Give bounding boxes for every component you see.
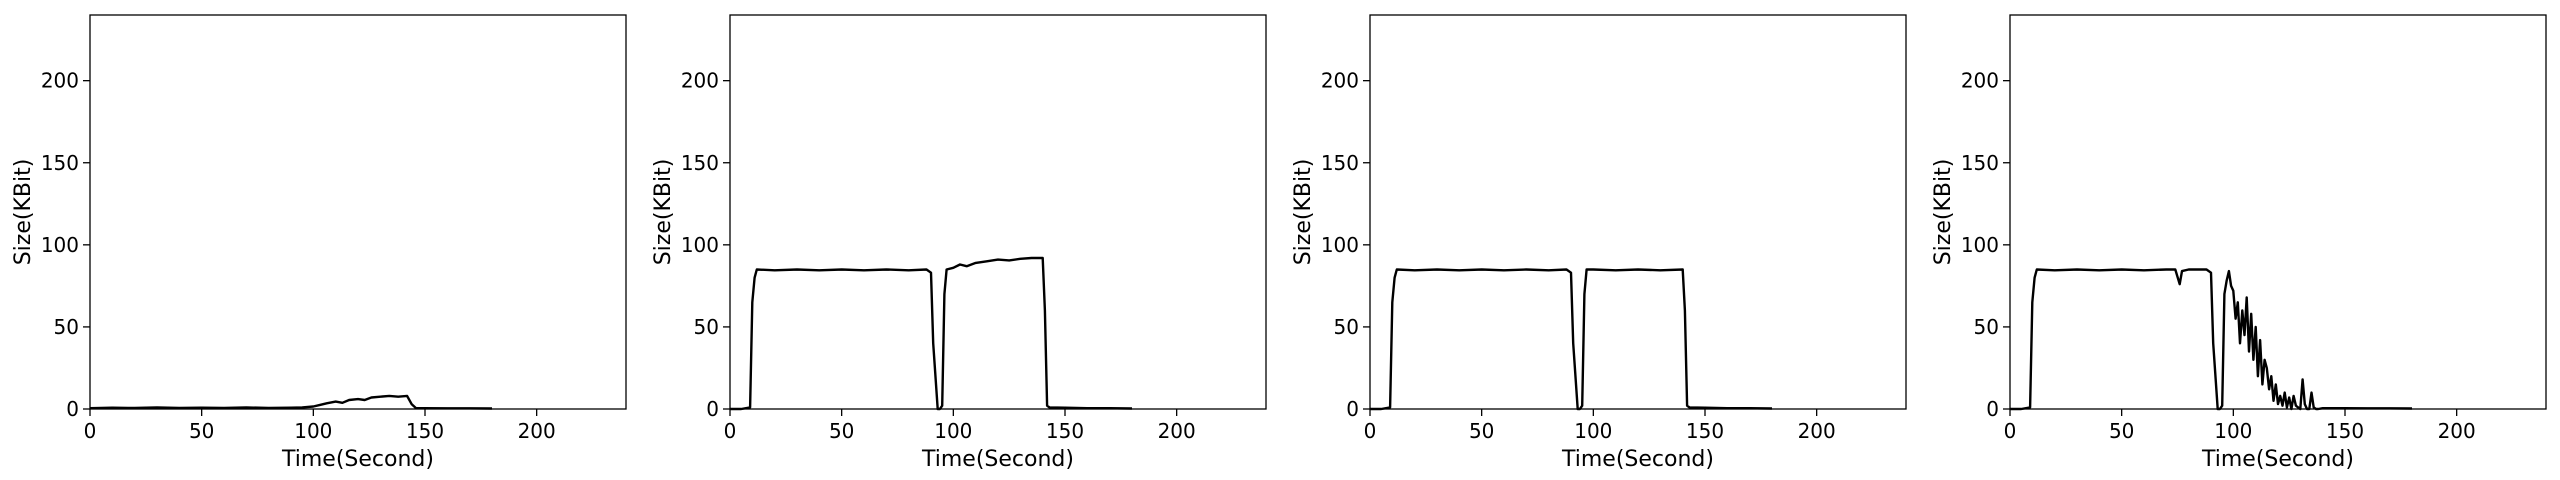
- y-tick-label: 50: [1974, 315, 1999, 339]
- x-tick-label: 100: [934, 419, 972, 443]
- y-tick-label: 200: [1321, 69, 1359, 93]
- x-tick-label: 0: [724, 419, 737, 443]
- x-tick-label: 200: [1798, 419, 1836, 443]
- y-axis-label: Size(KBit): [1291, 159, 1316, 266]
- series-line-1: [2010, 268, 2413, 411]
- y-tick-label: 150: [681, 151, 719, 175]
- y-axis-label: Size(KBit): [651, 159, 676, 266]
- y-tick-label: 50: [1334, 315, 1359, 339]
- x-tick-label: 200: [1158, 419, 1196, 443]
- x-tick-label: 150: [406, 419, 444, 443]
- y-tick-label: 50: [54, 315, 79, 339]
- plot-frame: [89, 14, 627, 410]
- y-tick-label: 200: [1961, 69, 1999, 93]
- x-tick-label: 50: [1469, 419, 1494, 443]
- plot-frame: [729, 14, 1267, 410]
- x-tick-label: 100: [294, 419, 332, 443]
- y-tick-label: 100: [41, 233, 79, 257]
- y-tick-label: 200: [681, 69, 719, 93]
- x-tick-label: 100: [1574, 419, 1612, 443]
- x-tick-label: 0: [84, 419, 97, 443]
- plot-frame: [2009, 14, 2547, 410]
- x-tick-label: 100: [2214, 419, 2252, 443]
- x-tick-label: 50: [829, 419, 854, 443]
- plot-frame: [1369, 14, 1907, 410]
- series-line-1: [89, 394, 493, 410]
- chart-panel-3: 0 50 100 150 200 0 50 100 150 200 Time(Second) Size…: [1291, 14, 1907, 472]
- y-tick-label: 150: [1961, 151, 1999, 175]
- x-axis-label: Time(Second): [2201, 447, 2354, 472]
- x-tick-label: 150: [1046, 419, 1084, 443]
- chart-panel-1: 0 50 100 150 200 0 50 100 150 200 Time(Second) Size…: [11, 14, 627, 472]
- y-tick-label: 150: [41, 151, 79, 175]
- x-tick-label: 0: [2004, 419, 2017, 443]
- x-tick-label: 50: [189, 419, 214, 443]
- chart-panel-2: 0 50 100 150 200 0 50 100 150 200 Time(Second) Size…: [651, 14, 1267, 472]
- x-tick-label: 200: [518, 419, 556, 443]
- y-tick-label: 150: [1321, 151, 1359, 175]
- y-tick-label: 0: [1346, 397, 1359, 421]
- y-axis-label: Size(KBit): [1931, 159, 1956, 266]
- x-axis-label: Time(Second): [921, 447, 1074, 472]
- x-tick-label: 150: [2326, 419, 2364, 443]
- series-line-1: [730, 256, 1133, 411]
- x-tick-label: 200: [2438, 419, 2476, 443]
- x-axis-label: Time(Second): [281, 447, 434, 472]
- x-tick-label: 150: [1686, 419, 1724, 443]
- x-axis-label: Time(Second): [1561, 447, 1714, 472]
- y-tick-label: 0: [66, 397, 79, 421]
- y-tick-label: 0: [706, 397, 719, 421]
- y-tick-label: 100: [681, 233, 719, 257]
- y-tick-label: 100: [1961, 233, 1999, 257]
- chart-panel-4: 0 50 100 150 200 0 50 100 150 200 Time(Second) Size…: [1931, 14, 2547, 472]
- y-tick-label: 100: [1321, 233, 1359, 257]
- x-tick-label: 50: [2109, 419, 2134, 443]
- x-tick-label: 0: [1364, 419, 1377, 443]
- y-tick-label: 50: [694, 315, 719, 339]
- y-tick-label: 0: [1986, 397, 1999, 421]
- y-axis-label: Size(KBit): [11, 159, 36, 266]
- y-tick-label: 200: [41, 69, 79, 93]
- series-line-1: [1370, 268, 1773, 411]
